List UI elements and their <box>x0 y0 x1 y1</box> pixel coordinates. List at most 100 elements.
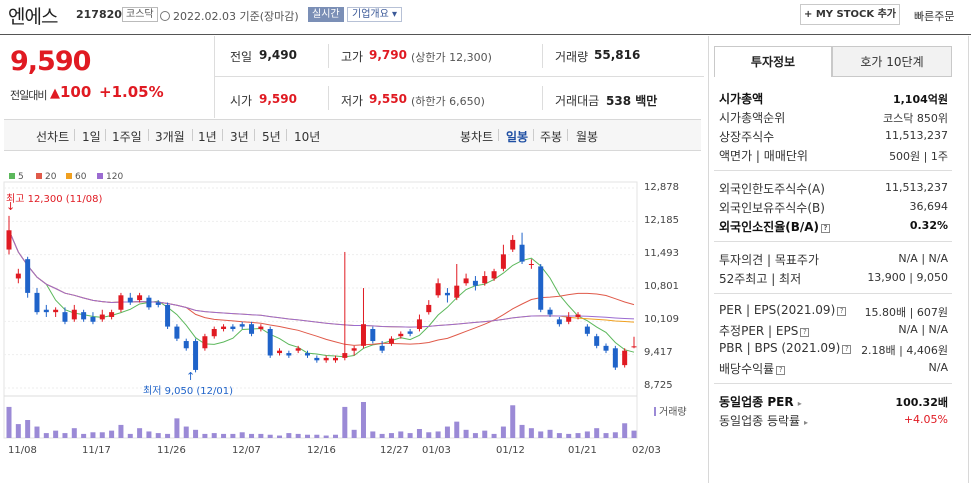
tab-invest-info[interactable]: 투자정보 <box>714 46 832 77</box>
volume-bar <box>463 429 469 438</box>
volume-value: 55,816 <box>594 48 641 62</box>
help-icon[interactable]: ? <box>800 328 810 337</box>
divider <box>214 36 215 118</box>
candle-body <box>314 357 320 361</box>
open-label: 시가 <box>230 94 253 108</box>
period-1w[interactable]: 1주일 <box>112 130 142 144</box>
candle-body <box>360 324 366 346</box>
volume-bar <box>407 433 413 438</box>
help-icon[interactable]: ? <box>776 366 786 375</box>
volume-bar <box>500 426 506 438</box>
volume-bar <box>193 429 199 438</box>
help-icon[interactable]: ? <box>837 307 847 316</box>
volume-bar <box>332 434 338 438</box>
pbr-label: PBR | BPS (2021.09)? <box>719 341 852 355</box>
legend-ma20: 20 <box>36 172 56 182</box>
est-per-label: 추정PER | EPS? <box>719 322 810 339</box>
ma-line-120 <box>8 230 635 328</box>
open-value: 9,590 <box>259 92 297 106</box>
volume-bar <box>295 433 301 438</box>
volume-bar <box>519 424 525 438</box>
volume-bar <box>323 435 329 438</box>
divider <box>714 293 952 294</box>
candle-body <box>575 314 581 317</box>
volume-bar <box>81 433 87 438</box>
candle-body <box>594 336 600 346</box>
candle-body <box>71 309 77 320</box>
divider <box>286 129 287 141</box>
corp-info-dropdown[interactable]: 기업개요 ▾ <box>347 7 403 22</box>
candle-chart-button[interactable]: 봉차트 <box>460 130 494 144</box>
divider <box>542 86 543 110</box>
candle-body <box>398 333 404 337</box>
candle-body <box>258 326 264 330</box>
x-tick: 11/26 <box>157 445 186 456</box>
industry-per-label[interactable]: 동일업종 PER ▸ <box>719 393 802 410</box>
realtime-button[interactable]: 실시간 <box>308 7 344 22</box>
my-stock-add-button[interactable]: + MY STOCK 추가 <box>800 4 900 25</box>
help-icon[interactable]: ? <box>821 224 831 233</box>
date-suffix: 기준(장마감) <box>239 10 299 23</box>
volume-bar <box>594 428 600 438</box>
x-tick: 12/27 <box>380 445 409 456</box>
period-10y[interactable]: 10년 <box>294 130 321 144</box>
volume-bar <box>109 430 115 438</box>
x-tick: 12/07 <box>232 445 261 456</box>
volume-bar <box>230 433 236 438</box>
change-value: ▲100 <box>50 83 91 101</box>
candle-body <box>193 341 199 370</box>
quick-order-link[interactable]: 빠른주문 <box>914 10 955 23</box>
period-1y[interactable]: 1년 <box>198 130 217 144</box>
candle-body <box>407 331 413 334</box>
volume-bar <box>491 433 497 438</box>
candle-weekly[interactable]: 주봉 <box>540 130 563 144</box>
volume-label: 거래량 <box>555 50 589 64</box>
candle-body <box>351 348 357 351</box>
candle-body <box>211 329 217 337</box>
divider <box>498 129 499 141</box>
candle-body <box>146 297 152 308</box>
period-3m[interactable]: 3개월 <box>155 130 185 144</box>
stock-name: 엔에스 <box>8 6 58 28</box>
x-tick: 11/17 <box>82 445 111 456</box>
volume-bar <box>631 430 637 438</box>
industry-rate-label[interactable]: 동일업종 등락률 ▸ <box>719 412 808 429</box>
period-5y[interactable]: 5년 <box>262 130 281 144</box>
price-chart[interactable] <box>0 180 700 442</box>
candle-daily[interactable]: 일봉 <box>506 130 529 144</box>
volume-bar <box>71 428 77 438</box>
divider <box>328 44 329 68</box>
volume-bar <box>603 433 609 438</box>
high-annotation: 최고 12,300 (11/08) <box>6 194 103 205</box>
volume-bar <box>612 432 618 438</box>
up-arrow-icon: ↑ <box>186 370 196 383</box>
shares-value: 11,513,237 <box>885 129 948 142</box>
dividend-label: 배당수익률? <box>719 360 786 377</box>
x-tick: 02/03 <box>632 445 661 456</box>
chart-frame <box>3 181 638 439</box>
volume-bar <box>370 431 376 438</box>
volume-bar <box>584 431 590 438</box>
period-1d[interactable]: 1일 <box>82 130 101 144</box>
candle-body <box>612 348 618 368</box>
candle-body <box>286 353 292 356</box>
volume-bar <box>622 423 628 438</box>
candle-body <box>137 295 143 301</box>
volume-bar <box>62 433 68 438</box>
line-chart-button[interactable]: 선차트 <box>36 130 70 144</box>
candle-body <box>15 273 21 279</box>
tab-order-book[interactable]: 호가 10단계 <box>832 46 952 77</box>
x-tick: 01/21 <box>568 445 597 456</box>
period-3y[interactable]: 3년 <box>230 130 249 144</box>
opinion-label: 투자의견 | 목표주가 <box>719 253 819 267</box>
volume-bar <box>267 434 273 438</box>
y-tick: 8,725 <box>644 380 673 391</box>
volume-bar <box>305 434 311 438</box>
industry-per-value: 100.32배 <box>895 396 948 409</box>
x-tick: 12/16 <box>307 445 336 456</box>
candle-monthly[interactable]: 월봉 <box>576 130 599 144</box>
candle-body <box>221 326 227 330</box>
volume-bar <box>556 433 562 438</box>
help-icon[interactable]: ? <box>842 345 852 354</box>
date-text: 2022.02.03 <box>173 10 236 23</box>
